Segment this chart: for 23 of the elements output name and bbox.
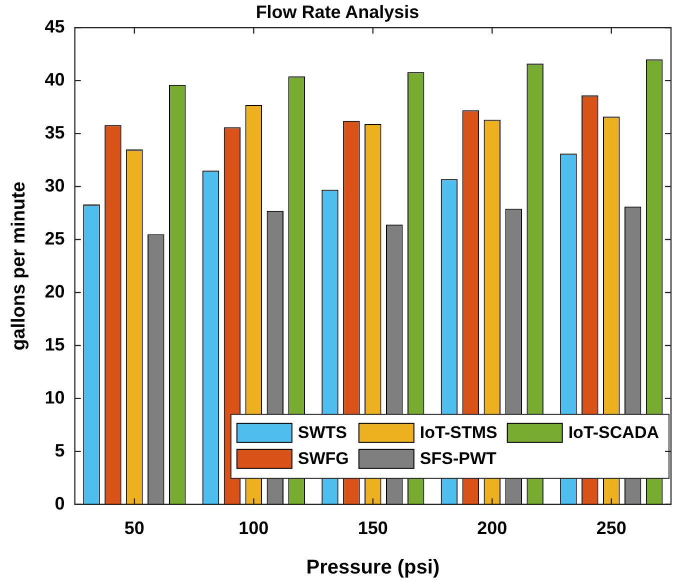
x-tick-label: 150 <box>358 518 388 538</box>
x-tick-label: 50 <box>124 518 144 538</box>
x-tick-label: 250 <box>596 518 626 538</box>
y-tick-label: 20 <box>44 281 65 302</box>
legend-label: IoT-STMS <box>420 423 498 442</box>
y-tick-label: 45 <box>44 16 65 37</box>
y-tick-label: 15 <box>44 334 65 354</box>
chart-title: Flow Rate Analysis <box>256 2 420 22</box>
legend-label: SWTS <box>298 423 348 442</box>
x-tick-label: 200 <box>477 518 508 538</box>
y-tick-label: 0 <box>54 493 65 514</box>
y-tick-label: 25 <box>44 228 65 248</box>
legend-label: IoT-SCADA <box>568 423 660 442</box>
y-axis-title: gallons per minute <box>8 182 30 350</box>
y-tick-label: 5 <box>54 440 65 460</box>
legend-label: SWFG <box>298 449 349 468</box>
x-axis-title: Pressure (psi) <box>306 556 440 579</box>
y-tick-label: 40 <box>44 70 65 90</box>
x-tick-label: 100 <box>238 518 269 538</box>
y-tick-label: 35 <box>44 122 65 143</box>
legend-label: SFS-PWT <box>420 449 498 468</box>
y-tick-label: 30 <box>44 176 65 196</box>
y-tick-label: 10 <box>44 387 65 408</box>
